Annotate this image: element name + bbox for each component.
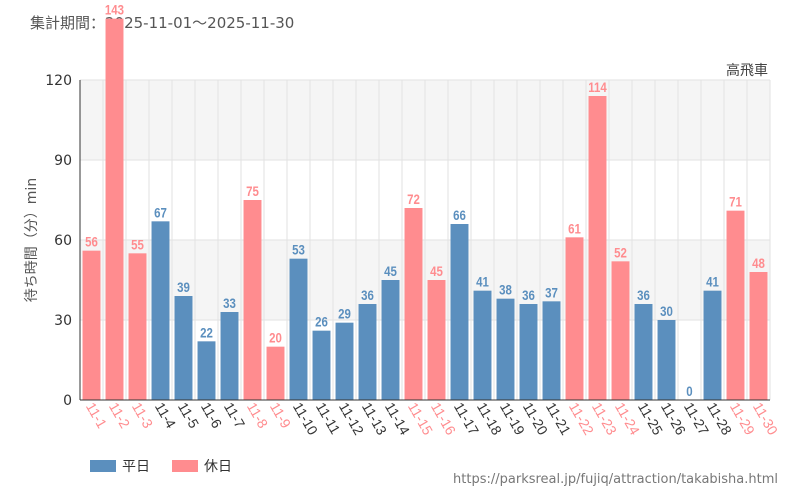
legend: 平日 休日 <box>90 456 254 476</box>
bar-holiday <box>726 210 745 400</box>
data-label: 48 <box>752 255 765 271</box>
x-tick-label: 11-30 <box>750 400 781 438</box>
bar-weekday <box>473 290 492 400</box>
y-tick-label: 60 <box>54 233 72 249</box>
legend-label-holiday: 休日 <box>204 459 232 475</box>
data-label: 41 <box>706 274 719 290</box>
bar-weekday <box>519 304 538 400</box>
data-label: 61 <box>568 220 581 236</box>
bar-holiday <box>749 272 768 400</box>
bar-holiday <box>105 18 124 401</box>
data-label: 72 <box>407 191 420 207</box>
data-label: 30 <box>660 303 673 319</box>
data-label: 67 <box>154 204 167 220</box>
data-label: 45 <box>430 263 443 279</box>
data-label: 114 <box>588 79 607 95</box>
data-label: 36 <box>361 287 374 303</box>
x-tick-label: 11-1 <box>83 400 110 432</box>
data-label: 56 <box>85 234 98 250</box>
data-label: 143 <box>105 2 124 18</box>
data-label: 26 <box>315 314 328 330</box>
data-label: 53 <box>292 242 305 258</box>
bar-holiday <box>611 261 630 400</box>
data-label: 45 <box>384 263 397 279</box>
x-tick-label: 11-6 <box>198 400 225 432</box>
x-tick-label: 11-7 <box>221 400 248 432</box>
legend-item-holiday[interactable]: 休日 <box>172 456 232 476</box>
data-label: 71 <box>729 194 742 210</box>
legend-swatch-weekday <box>90 460 116 472</box>
bar-holiday <box>404 208 423 400</box>
x-tick-label: 11-5 <box>175 400 202 432</box>
bar-weekday <box>335 322 354 400</box>
x-tick-label: 11-8 <box>244 400 271 432</box>
data-label: 36 <box>637 287 650 303</box>
data-label: 20 <box>269 330 282 346</box>
bar-weekday <box>197 341 216 400</box>
bar-weekday <box>703 290 722 400</box>
data-label: 38 <box>499 282 512 298</box>
bar-weekday <box>657 320 676 400</box>
data-label: 36 <box>522 287 535 303</box>
bar-holiday <box>82 250 101 400</box>
data-label: 66 <box>453 207 466 223</box>
y-tick-label: 30 <box>54 313 72 329</box>
bar-weekday <box>542 301 561 400</box>
bar-holiday <box>427 280 446 400</box>
bar-holiday <box>243 200 262 400</box>
period-text: 集計期間：2025-11-01～2025-11-30 <box>30 14 295 32</box>
bar-holiday <box>128 253 147 400</box>
data-label: 37 <box>545 284 558 300</box>
x-tick-label: 11-2 <box>106 400 133 432</box>
bar-weekday <box>381 280 400 400</box>
legend-swatch-holiday <box>172 460 198 472</box>
bar-holiday <box>588 96 607 400</box>
data-label: 75 <box>246 183 259 199</box>
bar-weekday <box>358 304 377 400</box>
bar-holiday <box>565 237 584 400</box>
data-label: 22 <box>200 324 213 340</box>
x-tick-label: 11-4 <box>152 400 179 432</box>
y-tick-labels: 0 30 60 90 120 <box>45 73 72 409</box>
data-label: 29 <box>338 306 351 322</box>
bar-weekday <box>151 221 170 400</box>
legend-label-weekday: 平日 <box>122 459 150 475</box>
y-tick-label: 0 <box>63 393 72 409</box>
data-label: 41 <box>476 274 489 290</box>
bar-weekday <box>450 224 469 400</box>
x-tick-label: 11-3 <box>129 400 156 432</box>
x-tick-labels: 11-111-211-311-411-511-611-711-811-911-1… <box>83 400 781 438</box>
chart-title: 高飛車 <box>726 62 768 79</box>
data-label: 39 <box>177 279 190 295</box>
bar-weekday <box>289 258 308 400</box>
data-label: 55 <box>131 236 144 252</box>
x-tick-label: 11-9 <box>267 400 294 432</box>
bar-weekday <box>220 312 239 400</box>
source-url[interactable]: https://parksreal.jp/fujiq/attraction/ta… <box>453 472 778 487</box>
legend-item-weekday[interactable]: 平日 <box>90 456 150 476</box>
bar-weekday <box>312 330 331 400</box>
data-label: 33 <box>223 295 236 311</box>
bar-holiday <box>266 346 285 400</box>
y-axis-label: 待ち時間（分）min <box>24 178 40 302</box>
value-labels: 56 143 55 67 39 22 33 75 20 53 26 29 36 45 72 45 66 41 38 3… <box>85 2 765 400</box>
data-label: 0 <box>686 383 692 399</box>
bar-weekday <box>496 298 515 400</box>
bar-weekday <box>174 296 193 400</box>
bar-weekday <box>634 304 653 400</box>
y-tick-label: 90 <box>54 153 72 169</box>
data-label: 52 <box>614 244 627 260</box>
axes <box>79 80 770 401</box>
bars <box>82 18 768 401</box>
y-tick-label: 120 <box>45 73 72 89</box>
